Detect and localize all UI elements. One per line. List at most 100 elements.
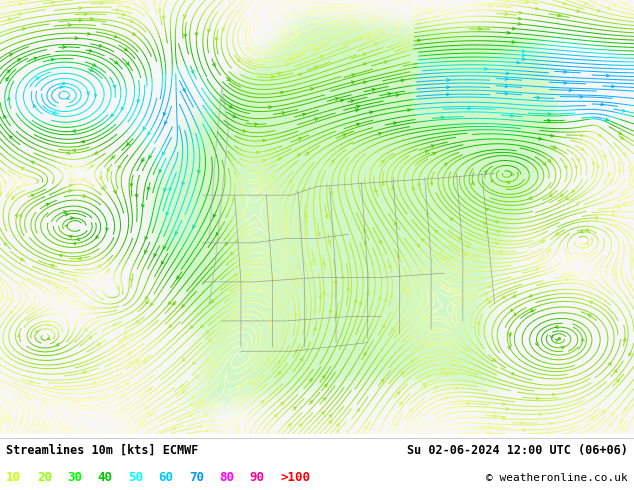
FancyArrowPatch shape (572, 189, 575, 192)
FancyArrowPatch shape (309, 379, 312, 382)
FancyArrowPatch shape (318, 233, 321, 236)
FancyArrowPatch shape (214, 214, 216, 217)
FancyArrowPatch shape (86, 428, 89, 431)
FancyArrowPatch shape (513, 294, 516, 297)
FancyArrowPatch shape (169, 324, 172, 327)
FancyArrowPatch shape (335, 98, 338, 100)
FancyArrowPatch shape (81, 314, 84, 317)
FancyArrowPatch shape (93, 382, 96, 384)
FancyArrowPatch shape (521, 421, 524, 424)
FancyArrowPatch shape (391, 328, 394, 331)
FancyArrowPatch shape (309, 262, 313, 265)
FancyArrowPatch shape (412, 187, 415, 190)
Text: 50: 50 (128, 471, 143, 484)
FancyArrowPatch shape (603, 154, 606, 158)
FancyArrowPatch shape (488, 300, 491, 303)
FancyArrowPatch shape (435, 386, 438, 389)
FancyArrowPatch shape (458, 293, 461, 295)
FancyArrowPatch shape (425, 362, 428, 364)
FancyArrowPatch shape (268, 186, 271, 189)
FancyArrowPatch shape (278, 371, 281, 374)
FancyArrowPatch shape (359, 38, 362, 40)
FancyArrowPatch shape (537, 97, 540, 99)
FancyArrowPatch shape (446, 86, 450, 89)
FancyArrowPatch shape (489, 425, 491, 428)
FancyArrowPatch shape (78, 257, 81, 260)
FancyArrowPatch shape (448, 282, 451, 284)
FancyArrowPatch shape (425, 303, 429, 306)
FancyArrowPatch shape (190, 402, 193, 405)
FancyArrowPatch shape (420, 325, 424, 327)
FancyArrowPatch shape (343, 134, 346, 136)
FancyArrowPatch shape (630, 284, 632, 287)
FancyArrowPatch shape (81, 178, 84, 180)
FancyArrowPatch shape (34, 57, 37, 60)
FancyArrowPatch shape (505, 0, 508, 2)
FancyArrowPatch shape (611, 413, 614, 416)
FancyArrowPatch shape (581, 247, 585, 250)
FancyArrowPatch shape (298, 138, 301, 140)
FancyArrowPatch shape (517, 61, 520, 64)
FancyArrowPatch shape (612, 85, 614, 88)
FancyArrowPatch shape (311, 14, 314, 16)
FancyArrowPatch shape (425, 150, 428, 153)
FancyArrowPatch shape (257, 151, 259, 154)
FancyArrowPatch shape (122, 107, 124, 110)
FancyArrowPatch shape (36, 77, 39, 80)
Text: 60: 60 (158, 471, 174, 484)
FancyArrowPatch shape (505, 77, 508, 80)
FancyArrowPatch shape (329, 415, 332, 417)
FancyArrowPatch shape (300, 358, 302, 361)
FancyArrowPatch shape (450, 218, 453, 220)
FancyArrowPatch shape (401, 79, 404, 82)
FancyArrowPatch shape (148, 132, 150, 135)
Text: 70: 70 (189, 471, 204, 484)
FancyArrowPatch shape (522, 54, 525, 56)
FancyArrowPatch shape (434, 316, 437, 318)
FancyArrowPatch shape (313, 258, 315, 261)
FancyArrowPatch shape (72, 302, 75, 304)
FancyArrowPatch shape (27, 409, 30, 412)
FancyArrowPatch shape (233, 305, 236, 308)
FancyArrowPatch shape (428, 8, 431, 11)
FancyArrowPatch shape (67, 152, 70, 154)
FancyArrowPatch shape (382, 324, 384, 327)
FancyArrowPatch shape (508, 333, 512, 336)
FancyArrowPatch shape (17, 334, 20, 337)
FancyArrowPatch shape (94, 94, 97, 97)
FancyArrowPatch shape (0, 192, 2, 195)
FancyArrowPatch shape (22, 28, 25, 30)
FancyArrowPatch shape (489, 4, 492, 7)
FancyArrowPatch shape (398, 3, 401, 5)
FancyArrowPatch shape (423, 383, 426, 386)
FancyArrowPatch shape (558, 14, 560, 17)
FancyArrowPatch shape (281, 219, 284, 221)
FancyArrowPatch shape (380, 240, 382, 244)
FancyArrowPatch shape (215, 38, 218, 41)
FancyArrowPatch shape (610, 180, 613, 183)
FancyArrowPatch shape (495, 242, 498, 245)
FancyArrowPatch shape (146, 296, 148, 299)
FancyArrowPatch shape (623, 2, 626, 5)
FancyArrowPatch shape (427, 375, 430, 378)
FancyArrowPatch shape (15, 214, 17, 217)
FancyArrowPatch shape (396, 24, 399, 26)
FancyArrowPatch shape (581, 148, 584, 151)
FancyArrowPatch shape (505, 92, 508, 95)
FancyArrowPatch shape (611, 210, 614, 213)
FancyArrowPatch shape (117, 287, 120, 290)
FancyArrowPatch shape (322, 375, 325, 379)
FancyArrowPatch shape (354, 299, 357, 303)
FancyArrowPatch shape (91, 17, 93, 20)
FancyArrowPatch shape (577, 158, 579, 161)
FancyArrowPatch shape (447, 291, 450, 293)
FancyArrowPatch shape (158, 9, 161, 12)
FancyArrowPatch shape (541, 240, 544, 243)
FancyArrowPatch shape (378, 296, 381, 299)
FancyArrowPatch shape (256, 178, 259, 181)
FancyArrowPatch shape (106, 228, 108, 231)
FancyArrowPatch shape (71, 412, 74, 414)
FancyArrowPatch shape (128, 352, 131, 354)
FancyArrowPatch shape (143, 127, 146, 130)
FancyArrowPatch shape (585, 2, 587, 4)
